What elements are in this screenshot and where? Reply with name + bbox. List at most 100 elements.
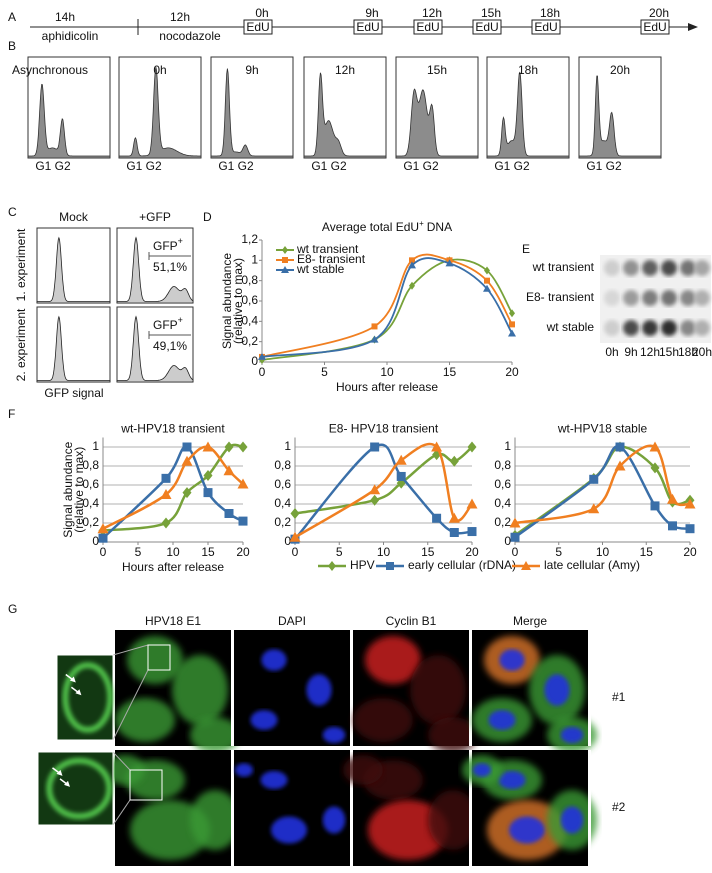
chart-title: wt-HPV18 transient: [120, 422, 225, 436]
marker: [161, 517, 171, 529]
y-tick-label: 0: [284, 534, 291, 548]
x-axis-label: Hours after release: [122, 560, 224, 574]
channel-label: Merge: [513, 614, 547, 628]
gfp-x-label: GFP signal: [44, 386, 103, 400]
edu-label: EdU: [643, 20, 666, 34]
marker: [467, 527, 477, 537]
marker: [386, 562, 394, 570]
gfp-frame: [36, 306, 111, 383]
blot-dot: [604, 290, 620, 306]
edu-label: EdU: [475, 20, 498, 34]
y-tick-label: 0: [504, 534, 511, 548]
gate-sup: +: [178, 236, 183, 246]
edu-label: EdU: [416, 20, 439, 34]
gfp-row: 1. experiment: [14, 228, 28, 301]
blot-dot: [642, 290, 658, 306]
marker: [509, 309, 515, 318]
x-tick-label: 10: [596, 545, 610, 559]
x-axis-label: Hours after release: [336, 380, 438, 394]
marker: [484, 266, 490, 275]
marker: [615, 442, 625, 452]
y-tick-label: 0,4: [241, 314, 258, 328]
marker: [223, 465, 235, 476]
nucleus: [306, 674, 332, 706]
panel-label: G: [8, 602, 17, 616]
histogram-shape: [118, 67, 202, 159]
y-tick-label: 1,2: [241, 232, 258, 246]
nucleus: [488, 710, 516, 730]
marker: [409, 257, 415, 264]
y-tick-label: 0,2: [494, 515, 511, 529]
legend-label: late cellular (Amy): [544, 558, 640, 572]
y-tick-label: 1: [284, 439, 291, 453]
y-tick-label: 0,4: [494, 496, 511, 510]
treatment-duration: 14h: [55, 10, 75, 24]
phase-labels: G1 G2: [126, 159, 162, 173]
arrow-head: [69, 676, 76, 683]
phase-labels: G1 G2: [35, 159, 71, 173]
nucleus: [560, 726, 584, 744]
x-tick-label: 20: [465, 545, 479, 559]
panel-label: D: [203, 210, 212, 224]
flow-frame: [578, 56, 662, 159]
marker: [282, 246, 288, 254]
blot-dot: [623, 320, 639, 336]
marker: [161, 473, 171, 483]
marker: [396, 471, 406, 481]
blot-column-label: 15h: [659, 345, 679, 359]
marker: [202, 441, 214, 452]
histogram-shape: [578, 75, 662, 159]
y-axis-label: Signal abundance: [61, 441, 75, 537]
marker: [589, 474, 599, 484]
marker: [182, 442, 192, 452]
gfp-percent: 51,1%: [153, 260, 187, 274]
cell: [410, 655, 466, 725]
x-tick-label: 15: [443, 365, 457, 379]
inset-cell: [46, 757, 113, 820]
y-tick-label: 0,2: [82, 515, 99, 529]
inset-connector: [112, 799, 131, 826]
cell-label: #2: [612, 800, 626, 814]
y-tick-label: 0,6: [241, 293, 258, 307]
nucleus: [544, 674, 570, 706]
cell: [353, 698, 413, 742]
edu-box: [243, 19, 273, 35]
y-tick-label: 0,4: [82, 496, 99, 510]
gate-label: GFP+: [153, 315, 183, 332]
arrow-head: [64, 780, 70, 787]
series-line: [294, 443, 473, 540]
blot-column-label: 18h: [678, 345, 698, 359]
x-tick-label: 20: [683, 545, 697, 559]
marker: [449, 528, 459, 537]
arrow-head: [56, 769, 63, 776]
cell: [368, 800, 448, 860]
zoom-box: [147, 644, 171, 671]
x-tick-label: 5: [336, 545, 343, 559]
histogram-shape: [486, 71, 570, 159]
flow-title: 20h: [610, 63, 630, 77]
x-tick-label: 10: [166, 545, 180, 559]
marker: [484, 277, 490, 284]
channel-label: DAPI: [278, 614, 306, 628]
blot-dot: [661, 320, 677, 336]
treatment-drug: nocodazole: [159, 29, 221, 43]
blot-dot: [642, 260, 658, 276]
nucleus: [271, 816, 307, 844]
gate-text: GFP: [153, 318, 178, 332]
inset-cell: [62, 662, 114, 733]
marker: [98, 533, 108, 543]
blot-dot: [680, 320, 696, 336]
cell: [365, 636, 421, 684]
cell: [172, 655, 228, 725]
zoom-box: [129, 769, 163, 801]
treatment-drug: aphidicolin: [42, 29, 99, 43]
nucleus: [473, 763, 491, 777]
panel-label: C: [8, 205, 17, 219]
y-tick-label: 0,4: [274, 496, 291, 510]
edu-label: EdU: [534, 20, 557, 34]
nucleus: [498, 771, 526, 789]
gfp-column: Mock: [59, 210, 89, 224]
marker: [448, 512, 460, 523]
y-tick-label: 0: [92, 534, 99, 548]
x-tick-label: 0: [512, 545, 519, 559]
